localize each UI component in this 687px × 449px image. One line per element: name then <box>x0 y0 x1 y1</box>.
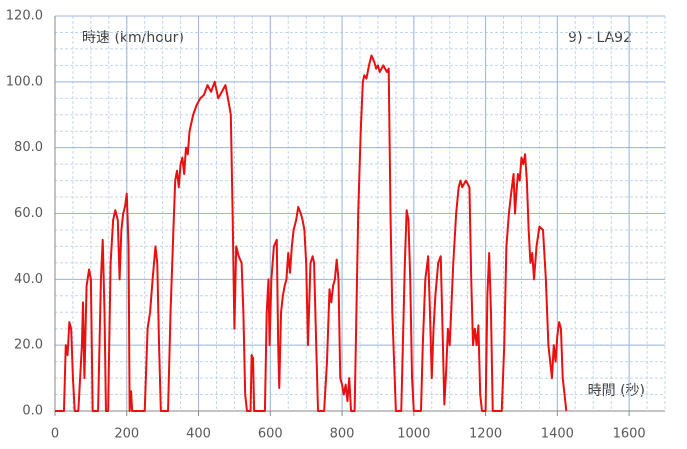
x-tick-label: 1600 <box>613 427 646 442</box>
x-tick-label: 400 <box>186 427 211 442</box>
speed-line <box>55 54 568 412</box>
y-tick-label: 40.0 <box>14 272 43 287</box>
x-tick-label: 200 <box>114 427 139 442</box>
x-tick-label: 600 <box>258 427 283 442</box>
y-tick-label: 60.0 <box>14 206 43 221</box>
y-tick-label: 100.0 <box>6 74 43 89</box>
y-tick-label: 120.0 <box>6 9 43 24</box>
y-tick-label: 0.0 <box>22 404 43 419</box>
chart-title: 9) - LA92 <box>568 30 632 46</box>
y-tick-label: 80.0 <box>14 140 43 155</box>
x-tick-label: 0 <box>51 427 59 442</box>
x-axis-label: 時間 (秒) <box>588 383 645 399</box>
y-tick-label: 20.0 <box>14 338 43 353</box>
y-axis-label: 時速 (km/hour) <box>82 30 184 46</box>
x-tick-label: 1200 <box>469 427 502 442</box>
x-tick-label: 800 <box>330 427 355 442</box>
x-tick-label: 1000 <box>397 427 430 442</box>
x-tick-label: 1400 <box>541 427 574 442</box>
